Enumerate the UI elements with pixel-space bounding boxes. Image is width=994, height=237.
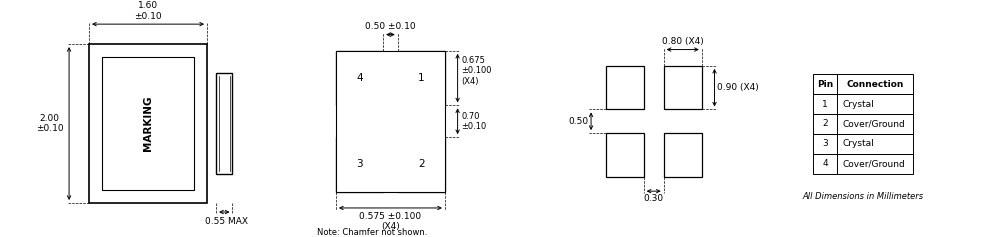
Text: Pin: Pin [817,80,833,89]
Text: 4: 4 [356,73,363,83]
Text: 2: 2 [822,119,828,128]
Text: Connection: Connection [847,80,904,89]
Bar [664,66,702,109]
Text: 0.675
±0.100
(X4): 0.675 ±0.100 (X4) [461,56,492,86]
Bar [336,51,383,105]
Text: MARKING: MARKING [143,96,153,151]
Text: 0.575 ±0.100
(X4): 0.575 ±0.100 (X4) [360,212,421,231]
Text: 0.80 (X4): 0.80 (X4) [662,37,704,46]
Bar [605,66,644,109]
Text: 3: 3 [822,139,828,148]
Bar [813,114,913,134]
Text: Cover/Ground: Cover/Ground [843,160,906,169]
Bar [813,154,913,174]
Text: 1: 1 [822,100,828,109]
Bar [813,74,913,94]
Text: 2.00
±0.10: 2.00 ±0.10 [36,114,64,133]
Text: Note: Chamfer not shown.: Note: Chamfer not shown. [317,228,427,237]
Bar [216,73,233,174]
Bar [89,44,207,203]
Bar [605,133,644,177]
Bar [664,133,702,177]
Bar [336,137,383,192]
Text: 1.60
±0.10: 1.60 ±0.10 [134,1,162,21]
Bar [398,137,445,192]
Text: 0.55 MAX: 0.55 MAX [205,218,248,227]
Text: Crystal: Crystal [843,139,875,148]
Text: 2: 2 [418,160,424,169]
Text: 0.70
±0.10: 0.70 ±0.10 [461,112,486,131]
Text: All Dimensions in Millimeters: All Dimensions in Millimeters [803,192,924,201]
Bar [813,94,913,114]
Text: Cover/Ground: Cover/Ground [843,119,906,128]
Text: Crystal: Crystal [843,100,875,109]
Bar [813,134,913,154]
Text: 0.50 ±0.10: 0.50 ±0.10 [365,22,415,31]
Text: 0.90 (X4): 0.90 (X4) [718,83,759,92]
Text: 4: 4 [822,160,828,169]
Text: 0.50: 0.50 [569,117,588,126]
Bar [101,57,195,190]
Bar [398,51,445,105]
Bar [336,51,445,192]
Text: 1: 1 [418,73,424,83]
Bar [381,111,401,131]
Text: 3: 3 [356,160,363,169]
Text: 0.30: 0.30 [644,194,664,203]
